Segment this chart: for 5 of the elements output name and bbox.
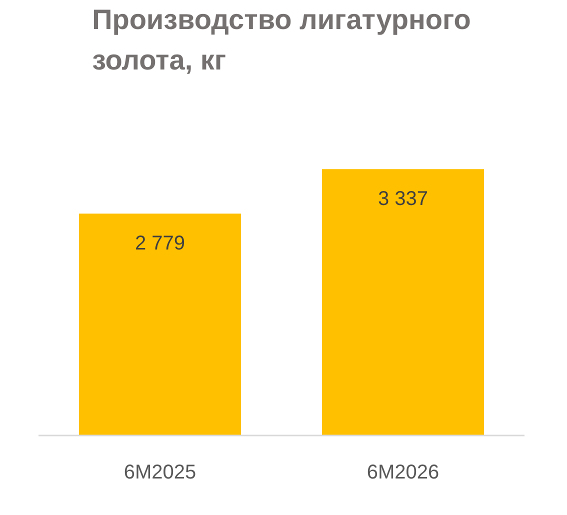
x-tick-label: 6M2026 — [366, 462, 440, 484]
data-label: 2 779 — [134, 232, 186, 255]
x-tick-label: 6M2025 — [124, 462, 196, 484]
chart-title: Производство лигатурного золота, кг — [92, 4, 471, 76]
data-label: 3 337 — [378, 188, 428, 210]
